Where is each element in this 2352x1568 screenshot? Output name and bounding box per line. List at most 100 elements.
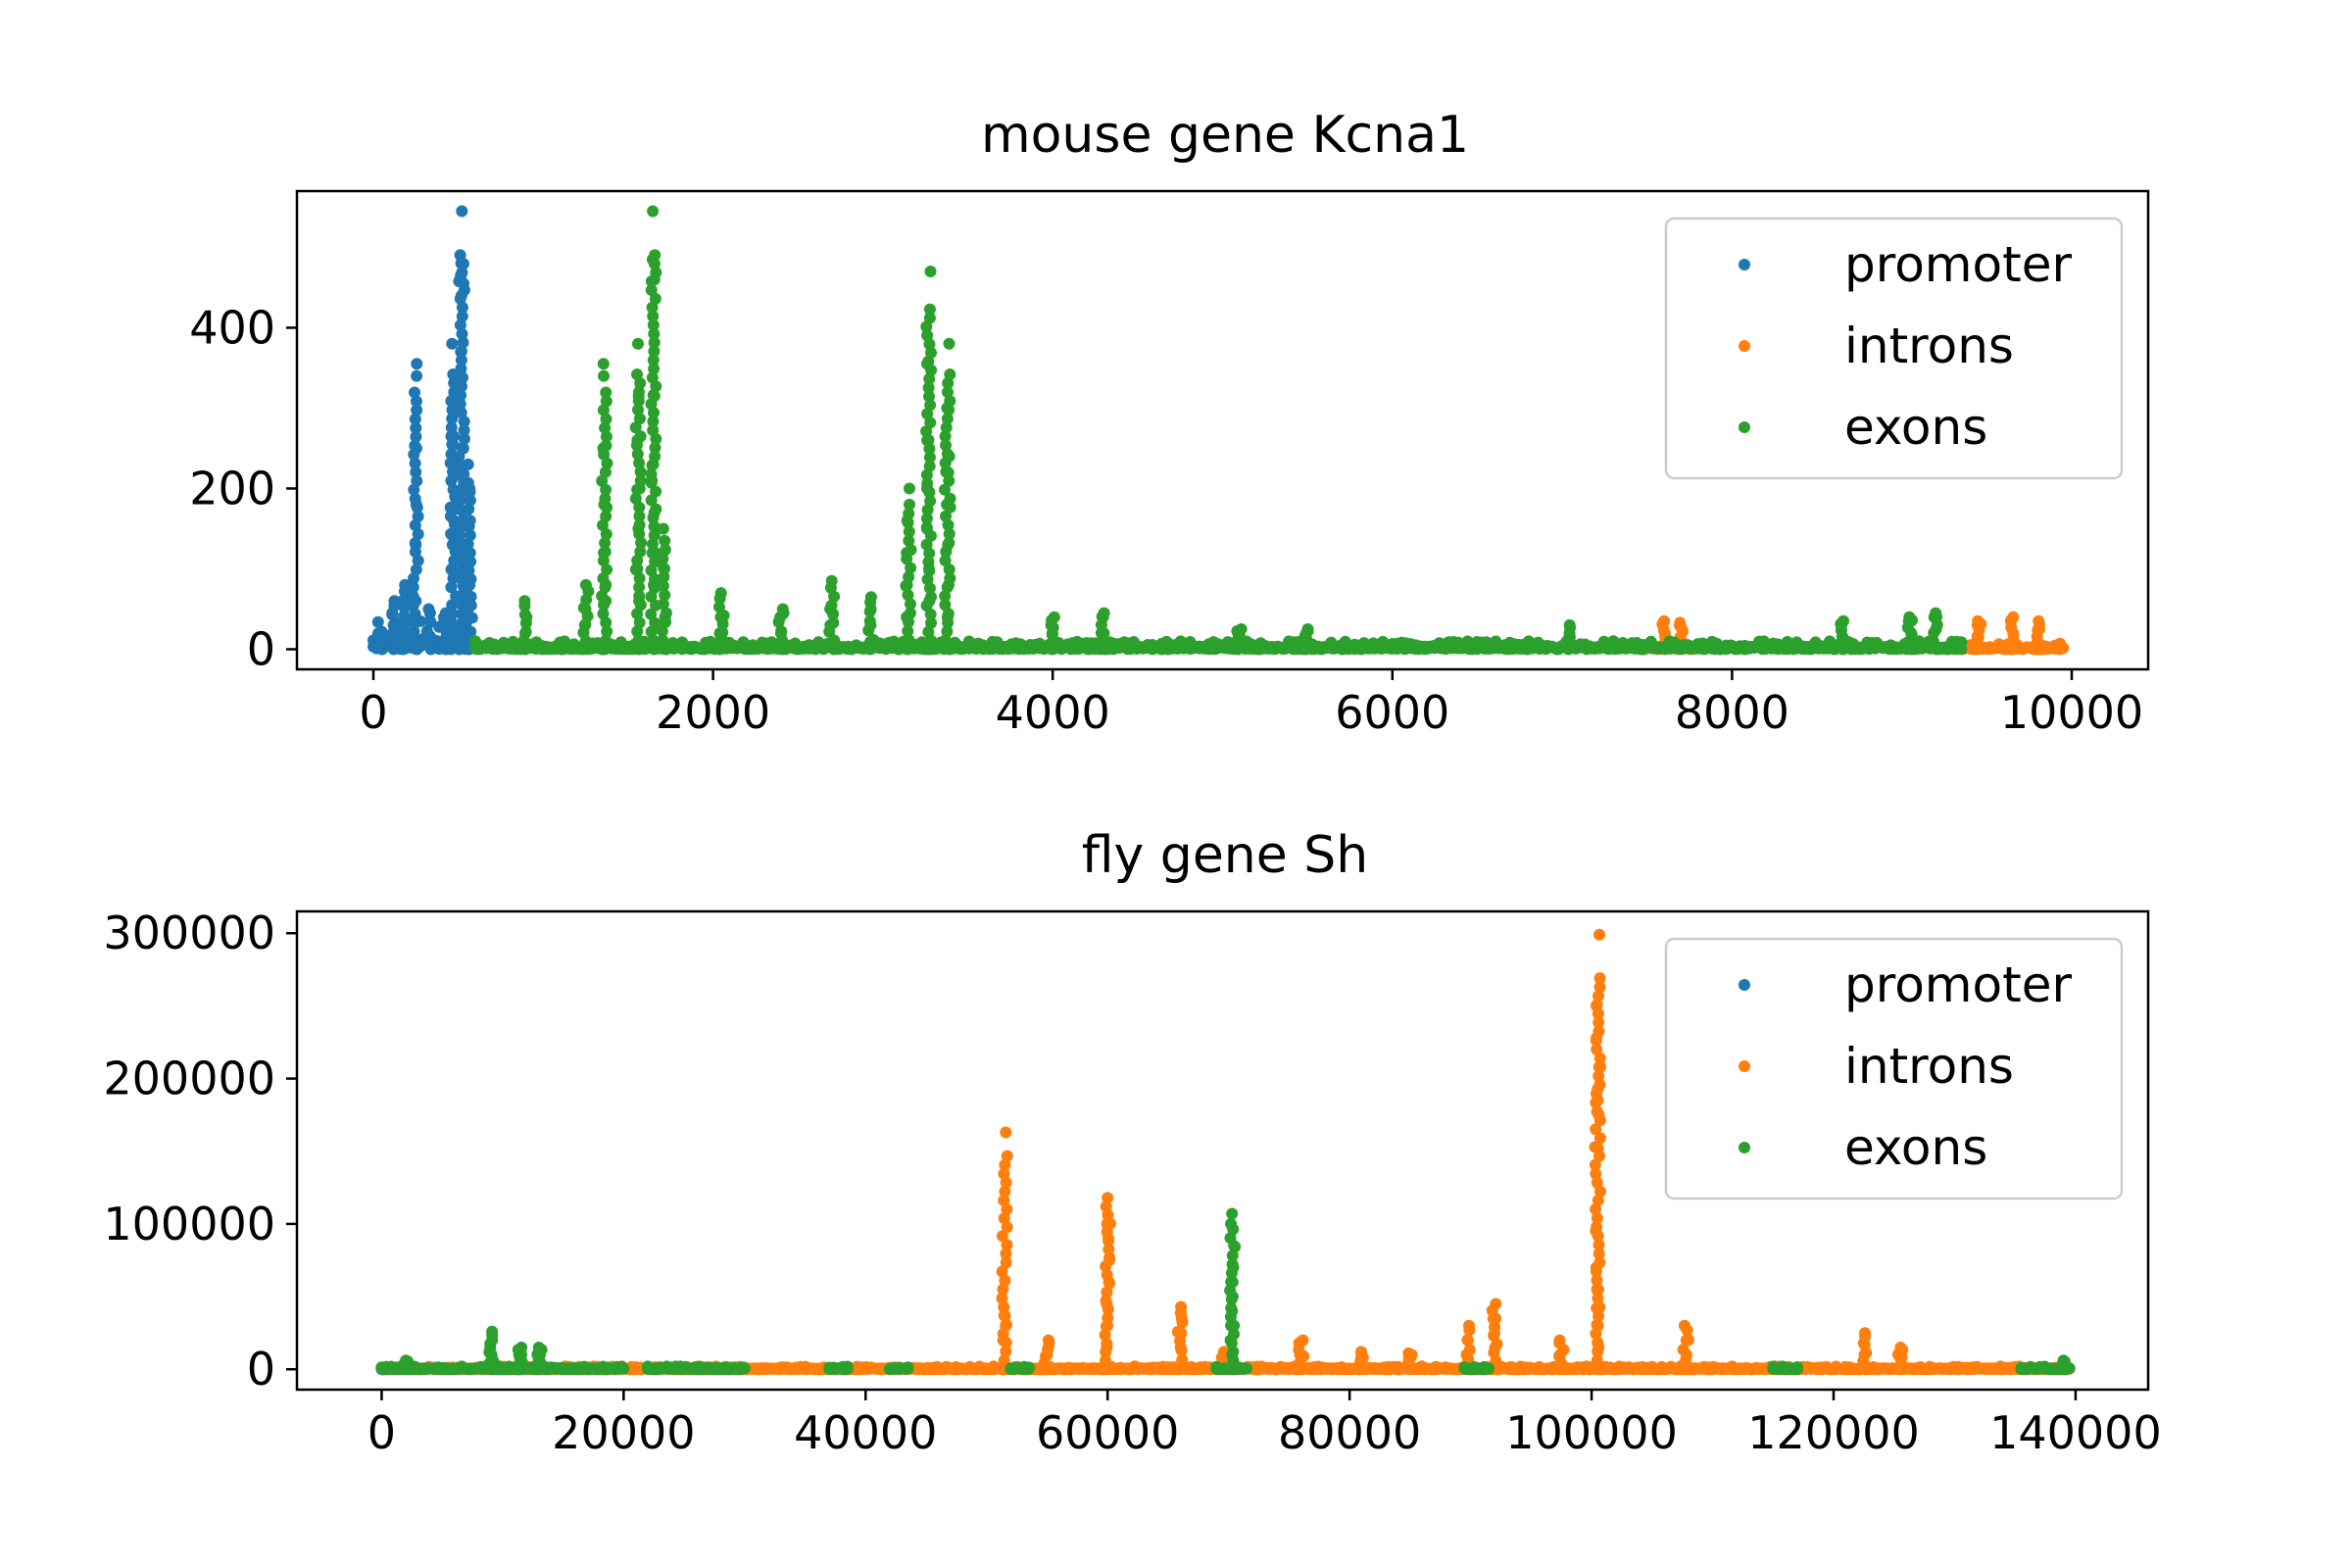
exons-spike-point [633,616,646,629]
introns-spike-point [1594,1185,1606,1198]
introns-spike-point [1592,1069,1605,1082]
exons-spike-point [657,634,669,647]
scatter-points [375,928,2076,1376]
introns-data-point [1554,1348,1566,1361]
introns-spike-point [1592,1292,1604,1304]
exons-spike-point [599,537,612,550]
introns-data-point [2007,627,2020,640]
legend-label-introns: introns [1844,1038,2014,1095]
exons-spike-point [656,625,668,637]
exons-spike-point [601,457,613,469]
exons-spike-point [600,528,612,540]
legend-label-exons: exons [1844,399,1987,456]
introns-spike-point [1592,1194,1604,1206]
introns-spike-point [1592,990,1604,1003]
introns-spike-point [1593,1363,1605,1376]
exons-spike-point [940,439,952,452]
exons-spike-point [631,625,644,638]
exons-data-point [1838,614,1849,627]
promoter-data-point [464,578,476,591]
introns-data-point [1402,1347,1415,1359]
exons-data-point [598,369,610,382]
introns-spike-point [1000,1346,1012,1358]
y-tick-label: 300000 [103,906,275,959]
exons-spike-point [645,608,658,620]
exons-spike-point [659,534,671,547]
exons-spike-point [647,424,660,436]
promoter-data-point [423,614,436,627]
exons-spike-point [923,643,936,656]
exons-spike-point [905,598,916,611]
introns-data-point [1590,1225,1602,1238]
exons-spike-point [923,390,935,403]
promoter-spike-point [455,354,467,367]
introns-data-point [1592,1094,1604,1106]
promoter-spike-point [455,363,467,375]
legend-label-promoter: promoter [1844,956,2072,1013]
promoter-spike-point [465,556,477,568]
promoter-data-point [410,595,422,608]
y-tick-label: 400 [189,301,275,354]
promoter-spike-point [409,457,421,469]
exons-spike-point [600,616,612,629]
exons-spike-point [648,363,661,375]
exons-spike-point [939,430,952,443]
exons-spike-point [600,395,612,408]
exons-spike-point [633,643,645,656]
exons-spike-point [904,498,915,511]
promoter-data-point [454,547,466,560]
introns-data-point [1000,1319,1012,1332]
exons-spike-point [648,345,661,358]
promoter-spike-point [421,634,434,647]
exons-spike-point [631,555,644,566]
exons-spike-point [599,421,612,434]
introns-spike-point [997,1230,1008,1243]
exons-spike-point [645,590,658,603]
exons-data-point [532,1342,545,1353]
exons-spike-point [647,354,660,367]
exons-spike-point [921,329,934,342]
exons-spike-point [648,336,661,349]
exons-data-point [632,337,644,350]
exons-data-point [515,1342,528,1353]
exons-spike-point [634,377,647,389]
exons-data-point [598,547,611,560]
introns-spike-point [1589,1158,1601,1171]
exons-data-point [659,563,670,575]
exons-spike-point [648,643,661,656]
introns-spike-point [1001,1203,1013,1215]
exons-data-point [921,434,934,447]
introns-data-point [1859,1327,1871,1340]
exons-spike-point [629,492,642,505]
exons-spike-point [659,589,671,602]
legend-marker-promoter [1739,259,1750,270]
chart-panel-mouse: mouse gene Kcna1 0 2000 4000 6000 8000 10000 … [189,106,2150,739]
promoter-spike-point [446,608,459,620]
introns-data-point [1489,1327,1500,1340]
introns-spike-point [1592,1016,1605,1029]
introns-spike-point [999,1274,1011,1287]
exons-data-point [920,522,933,535]
exons-spike-point [647,318,660,331]
promoter-spike-point [457,336,469,349]
exons-data-point [901,547,913,560]
exons-spike-point [659,544,671,556]
promoter-spike-point [420,625,433,637]
promoter-spike-point [445,527,458,540]
exons-data-point [943,450,956,463]
exons-data-point [1098,607,1110,619]
introns-data-point [1895,1351,1908,1364]
promoter-spike-point [453,643,466,656]
promoter-spike-point [410,430,422,443]
exons-baseline-point [1483,1362,1495,1375]
promoter-spike-point [454,318,466,331]
introns-data-point [1174,1342,1187,1353]
exons-data-point [648,390,661,403]
x-tick-label: 0 [368,1406,396,1459]
exons-spike-point [827,643,840,656]
exons-spike-point [648,327,661,340]
exons-data-point [1563,618,1576,631]
x-tick-label: 4000 [996,686,1110,739]
exons-spike-point [943,527,956,540]
promoter-spike-point [447,572,460,585]
